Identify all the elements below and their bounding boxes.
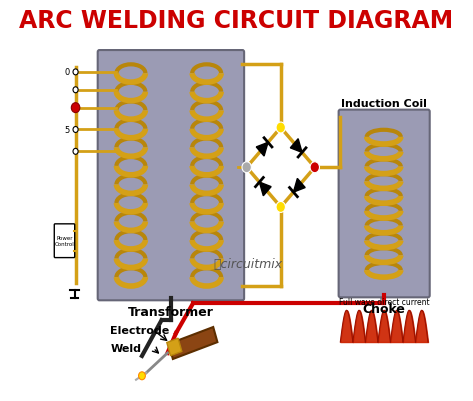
Text: Transformer: Transformer — [128, 305, 214, 318]
Polygon shape — [256, 143, 268, 157]
Text: Induction Coil: Induction Coil — [341, 98, 427, 108]
Text: Power
Control: Power Control — [54, 236, 74, 247]
FancyBboxPatch shape — [54, 224, 75, 258]
Text: ARC WELDING CIRCUIT DIAGRAM: ARC WELDING CIRCUIT DIAGRAM — [19, 9, 454, 33]
Polygon shape — [167, 338, 182, 356]
Text: Weld: Weld — [111, 343, 141, 353]
FancyBboxPatch shape — [98, 51, 244, 301]
Polygon shape — [293, 179, 305, 192]
Circle shape — [73, 127, 78, 133]
Text: Choke: Choke — [363, 302, 406, 315]
Circle shape — [276, 202, 285, 213]
Circle shape — [71, 103, 80, 113]
Polygon shape — [290, 139, 302, 153]
Text: Electrode: Electrode — [111, 325, 170, 335]
Circle shape — [276, 123, 285, 134]
FancyBboxPatch shape — [339, 110, 429, 298]
Circle shape — [242, 162, 251, 173]
Polygon shape — [169, 327, 218, 359]
Circle shape — [73, 70, 78, 76]
Text: ⓘcircuitmix: ⓘcircuitmix — [214, 257, 283, 270]
Circle shape — [73, 149, 78, 155]
Circle shape — [139, 372, 145, 380]
Text: 5: 5 — [64, 126, 70, 135]
Circle shape — [73, 87, 78, 93]
Circle shape — [310, 162, 319, 173]
Text: 0: 0 — [64, 68, 70, 77]
Text: Full wave direct current: Full wave direct current — [339, 298, 429, 306]
Polygon shape — [259, 182, 271, 196]
Circle shape — [73, 105, 78, 111]
